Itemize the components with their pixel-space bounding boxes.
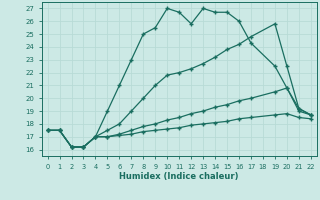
X-axis label: Humidex (Indice chaleur): Humidex (Indice chaleur)	[119, 172, 239, 181]
